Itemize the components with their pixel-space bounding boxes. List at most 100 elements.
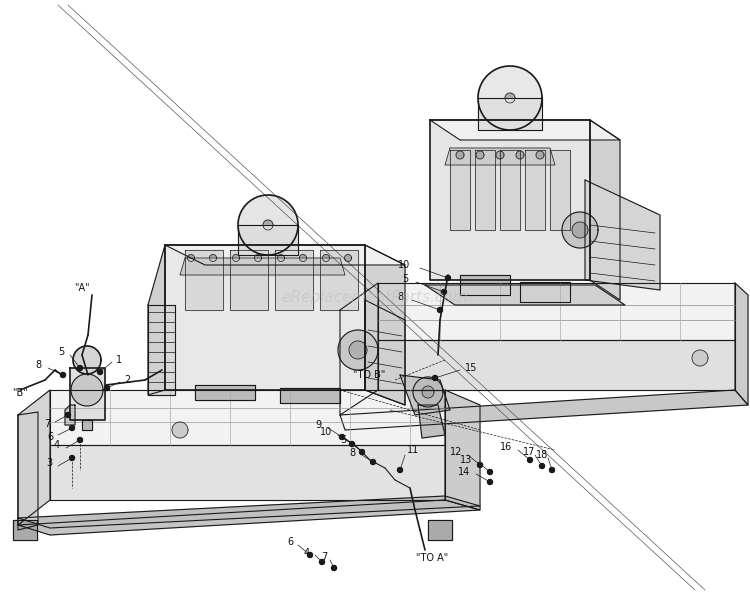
Polygon shape [422, 386, 434, 398]
Polygon shape [71, 374, 103, 406]
Polygon shape [433, 375, 437, 380]
Text: "TO A": "TO A" [416, 553, 448, 563]
Text: 17: 17 [523, 447, 535, 457]
Polygon shape [562, 212, 598, 248]
Polygon shape [476, 151, 484, 159]
Text: 12: 12 [450, 447, 462, 457]
Text: 5: 5 [402, 274, 408, 284]
Text: 10: 10 [398, 260, 410, 270]
Polygon shape [165, 245, 405, 265]
Polygon shape [516, 151, 524, 159]
Polygon shape [359, 449, 364, 455]
Polygon shape [525, 150, 545, 230]
Polygon shape [365, 245, 405, 405]
Text: 2: 2 [124, 375, 130, 385]
Polygon shape [430, 120, 590, 280]
Text: 9: 9 [316, 420, 322, 430]
Polygon shape [365, 300, 405, 405]
Polygon shape [308, 553, 313, 558]
Polygon shape [520, 282, 570, 302]
Polygon shape [340, 283, 378, 415]
Text: 7: 7 [321, 552, 327, 562]
Polygon shape [18, 500, 480, 535]
Polygon shape [527, 458, 532, 462]
Polygon shape [70, 368, 105, 420]
Text: 10: 10 [320, 427, 332, 437]
Polygon shape [370, 459, 376, 465]
Polygon shape [232, 255, 239, 261]
Polygon shape [349, 341, 367, 359]
Polygon shape [496, 151, 504, 159]
Polygon shape [104, 386, 110, 390]
Polygon shape [77, 365, 82, 371]
Text: "B": "B" [12, 388, 28, 398]
Polygon shape [320, 250, 358, 310]
Polygon shape [13, 520, 37, 540]
Polygon shape [195, 385, 255, 400]
Polygon shape [165, 245, 365, 390]
Polygon shape [478, 462, 482, 468]
Polygon shape [398, 468, 403, 472]
Polygon shape [70, 425, 74, 431]
Polygon shape [378, 340, 735, 390]
Polygon shape [50, 390, 445, 445]
Polygon shape [299, 255, 307, 261]
Polygon shape [172, 422, 188, 438]
Polygon shape [442, 290, 446, 295]
Polygon shape [536, 151, 544, 159]
Polygon shape [209, 255, 217, 261]
Polygon shape [550, 468, 554, 472]
Text: 8: 8 [36, 360, 42, 370]
Polygon shape [450, 150, 470, 230]
Polygon shape [278, 255, 284, 261]
Polygon shape [322, 255, 329, 261]
Polygon shape [82, 420, 92, 430]
Text: 8: 8 [350, 448, 356, 458]
Polygon shape [478, 98, 542, 130]
Text: 4: 4 [54, 440, 60, 450]
Polygon shape [505, 93, 515, 103]
Polygon shape [692, 350, 708, 366]
Polygon shape [350, 441, 355, 446]
Text: 5: 5 [58, 347, 64, 357]
Text: 8: 8 [398, 292, 404, 302]
Polygon shape [77, 437, 82, 443]
Text: eReplacementParts.com: eReplacementParts.com [282, 290, 468, 305]
Polygon shape [590, 120, 620, 300]
Polygon shape [340, 390, 748, 430]
Polygon shape [61, 372, 65, 377]
Text: 7: 7 [44, 419, 50, 429]
Polygon shape [430, 120, 620, 140]
Polygon shape [445, 390, 480, 510]
Text: 14: 14 [458, 467, 470, 477]
Polygon shape [332, 565, 337, 571]
Polygon shape [275, 250, 313, 310]
Polygon shape [263, 220, 273, 230]
Polygon shape [65, 405, 75, 425]
Polygon shape [18, 412, 38, 530]
Polygon shape [73, 346, 101, 374]
Polygon shape [18, 496, 480, 528]
Polygon shape [445, 148, 555, 165]
Polygon shape [65, 412, 70, 418]
Text: 13: 13 [460, 455, 472, 465]
Polygon shape [378, 283, 735, 340]
Polygon shape [539, 464, 544, 468]
Polygon shape [488, 480, 493, 484]
Polygon shape [185, 250, 223, 310]
Text: 11: 11 [407, 445, 419, 455]
Polygon shape [98, 369, 103, 374]
Polygon shape [478, 66, 542, 130]
Polygon shape [238, 225, 298, 255]
Polygon shape [230, 250, 268, 310]
Polygon shape [488, 469, 493, 474]
Polygon shape [320, 559, 325, 565]
Polygon shape [456, 151, 464, 159]
Polygon shape [500, 150, 520, 230]
Text: "TO B": "TO B" [352, 370, 385, 380]
Polygon shape [413, 377, 443, 407]
Polygon shape [344, 255, 352, 261]
Polygon shape [418, 405, 445, 438]
Polygon shape [340, 434, 344, 440]
Polygon shape [338, 330, 378, 370]
